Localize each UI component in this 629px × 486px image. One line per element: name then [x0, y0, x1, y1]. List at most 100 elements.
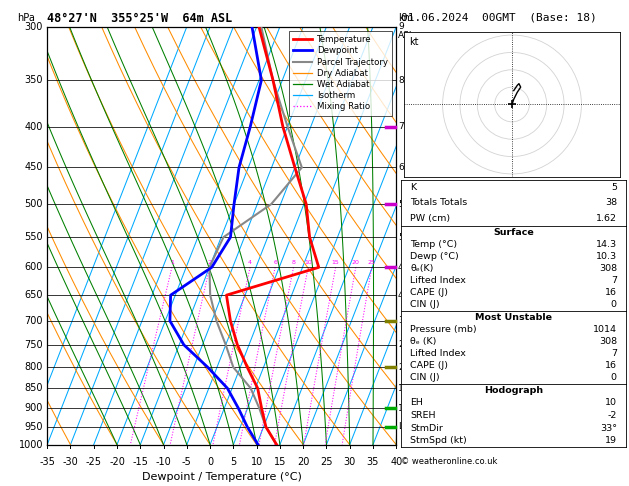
Text: 3: 3: [398, 316, 404, 325]
Text: 350: 350: [25, 75, 43, 85]
Text: 1014: 1014: [593, 325, 617, 334]
Text: 8: 8: [292, 260, 296, 265]
Text: -5: -5: [182, 457, 192, 467]
Text: Dewp (°C): Dewp (°C): [410, 252, 459, 261]
Text: 550: 550: [25, 232, 43, 242]
Text: K: K: [410, 183, 416, 192]
Text: -30: -30: [62, 457, 79, 467]
Text: 500: 500: [25, 199, 43, 209]
Text: 4½: 4½: [398, 263, 413, 272]
Text: 16: 16: [605, 288, 617, 297]
Text: 900: 900: [25, 403, 43, 413]
Text: Mixing Ratio (g/kg): Mixing Ratio (g/kg): [431, 214, 440, 299]
Text: 30: 30: [343, 457, 356, 467]
Text: Pressure (mb): Pressure (mb): [410, 325, 477, 334]
Text: CIN (J): CIN (J): [410, 373, 440, 382]
Text: StmDir: StmDir: [410, 424, 443, 433]
Text: CAPE (J): CAPE (J): [410, 361, 448, 370]
Text: EH: EH: [410, 399, 423, 407]
Text: 7: 7: [611, 276, 617, 285]
Text: hPa: hPa: [18, 13, 35, 22]
Text: 15: 15: [274, 457, 286, 467]
Text: © weatheronline.co.uk: © weatheronline.co.uk: [401, 457, 498, 466]
Text: Lifted Index: Lifted Index: [410, 349, 466, 358]
Text: -35: -35: [39, 457, 55, 467]
Text: 700: 700: [25, 316, 43, 326]
Text: 9: 9: [398, 22, 404, 31]
Text: 1.62: 1.62: [596, 214, 617, 223]
Text: 25: 25: [320, 457, 333, 467]
Text: 20: 20: [297, 457, 309, 467]
Text: 650: 650: [25, 290, 43, 300]
Text: 6: 6: [398, 163, 404, 172]
Text: 7: 7: [611, 349, 617, 358]
Text: 38: 38: [604, 198, 617, 208]
Text: Lifted Index: Lifted Index: [410, 276, 466, 285]
Text: 308: 308: [599, 264, 617, 273]
Text: 600: 600: [25, 262, 43, 272]
Text: 0: 0: [611, 373, 617, 382]
Text: km: km: [398, 13, 413, 22]
Text: 10: 10: [250, 457, 263, 467]
Text: 1: 1: [170, 260, 174, 265]
Text: 5: 5: [398, 233, 404, 242]
Text: 800: 800: [25, 362, 43, 372]
Text: 850: 850: [25, 383, 43, 393]
Text: 1000: 1000: [18, 440, 43, 450]
Text: 4: 4: [248, 260, 252, 265]
Text: 40: 40: [390, 457, 403, 467]
Text: 6: 6: [273, 260, 277, 265]
Text: Most Unstable: Most Unstable: [475, 312, 552, 322]
Text: Totals Totals: Totals Totals: [410, 198, 467, 208]
Text: θₑ (K): θₑ (K): [410, 337, 437, 346]
Text: Surface: Surface: [493, 227, 534, 237]
Text: -2: -2: [608, 411, 617, 420]
Text: Dewpoint / Temperature (°C): Dewpoint / Temperature (°C): [142, 472, 302, 482]
Text: θₑ(K): θₑ(K): [410, 264, 433, 273]
Text: ASL: ASL: [398, 31, 415, 40]
Text: 7: 7: [398, 122, 404, 131]
Legend: Temperature, Dewpoint, Parcel Trajectory, Dry Adiabat, Wet Adiabat, Isotherm, Mi: Temperature, Dewpoint, Parcel Trajectory…: [289, 31, 392, 116]
Text: 950: 950: [25, 422, 43, 432]
Text: 5½: 5½: [398, 200, 413, 208]
Text: kt: kt: [409, 37, 418, 48]
Text: 4: 4: [398, 291, 404, 300]
Text: -20: -20: [109, 457, 125, 467]
Text: 48°27'N  355°25'W  64m ASL: 48°27'N 355°25'W 64m ASL: [47, 12, 233, 25]
Text: 25: 25: [368, 260, 376, 265]
Text: 14.3: 14.3: [596, 240, 617, 249]
Text: CIN (J): CIN (J): [410, 300, 440, 310]
Text: 750: 750: [25, 340, 43, 350]
Text: -15: -15: [132, 457, 148, 467]
Text: 5: 5: [230, 457, 237, 467]
Text: 2: 2: [208, 260, 211, 265]
Text: 450: 450: [25, 162, 43, 173]
Text: 16: 16: [605, 361, 617, 370]
Text: 300: 300: [25, 22, 43, 32]
Text: 308: 308: [599, 337, 617, 346]
Text: 2½: 2½: [398, 340, 413, 349]
Text: Hodograph: Hodograph: [484, 386, 543, 395]
Text: StmSpd (kt): StmSpd (kt): [410, 436, 467, 445]
Text: 01.06.2024  00GMT  (Base: 18): 01.06.2024 00GMT (Base: 18): [401, 12, 597, 22]
Text: -25: -25: [86, 457, 102, 467]
Text: 19: 19: [605, 436, 617, 445]
Text: 0: 0: [611, 300, 617, 310]
Text: SREH: SREH: [410, 411, 436, 420]
Text: -10: -10: [155, 457, 172, 467]
Text: 1: 1: [398, 403, 404, 413]
Text: 1½: 1½: [398, 384, 413, 393]
Text: 20: 20: [352, 260, 360, 265]
Text: 0: 0: [207, 457, 213, 467]
Text: 10.3: 10.3: [596, 252, 617, 261]
Text: CAPE (J): CAPE (J): [410, 288, 448, 297]
Text: Temp (°C): Temp (°C): [410, 240, 457, 249]
Text: LCL: LCL: [398, 422, 415, 432]
Text: 8: 8: [398, 76, 404, 85]
Text: 10: 10: [304, 260, 312, 265]
Text: 5: 5: [611, 183, 617, 192]
Text: 400: 400: [25, 122, 43, 132]
Text: 2: 2: [398, 363, 404, 372]
Text: PW (cm): PW (cm): [410, 214, 450, 223]
Text: 10: 10: [605, 399, 617, 407]
